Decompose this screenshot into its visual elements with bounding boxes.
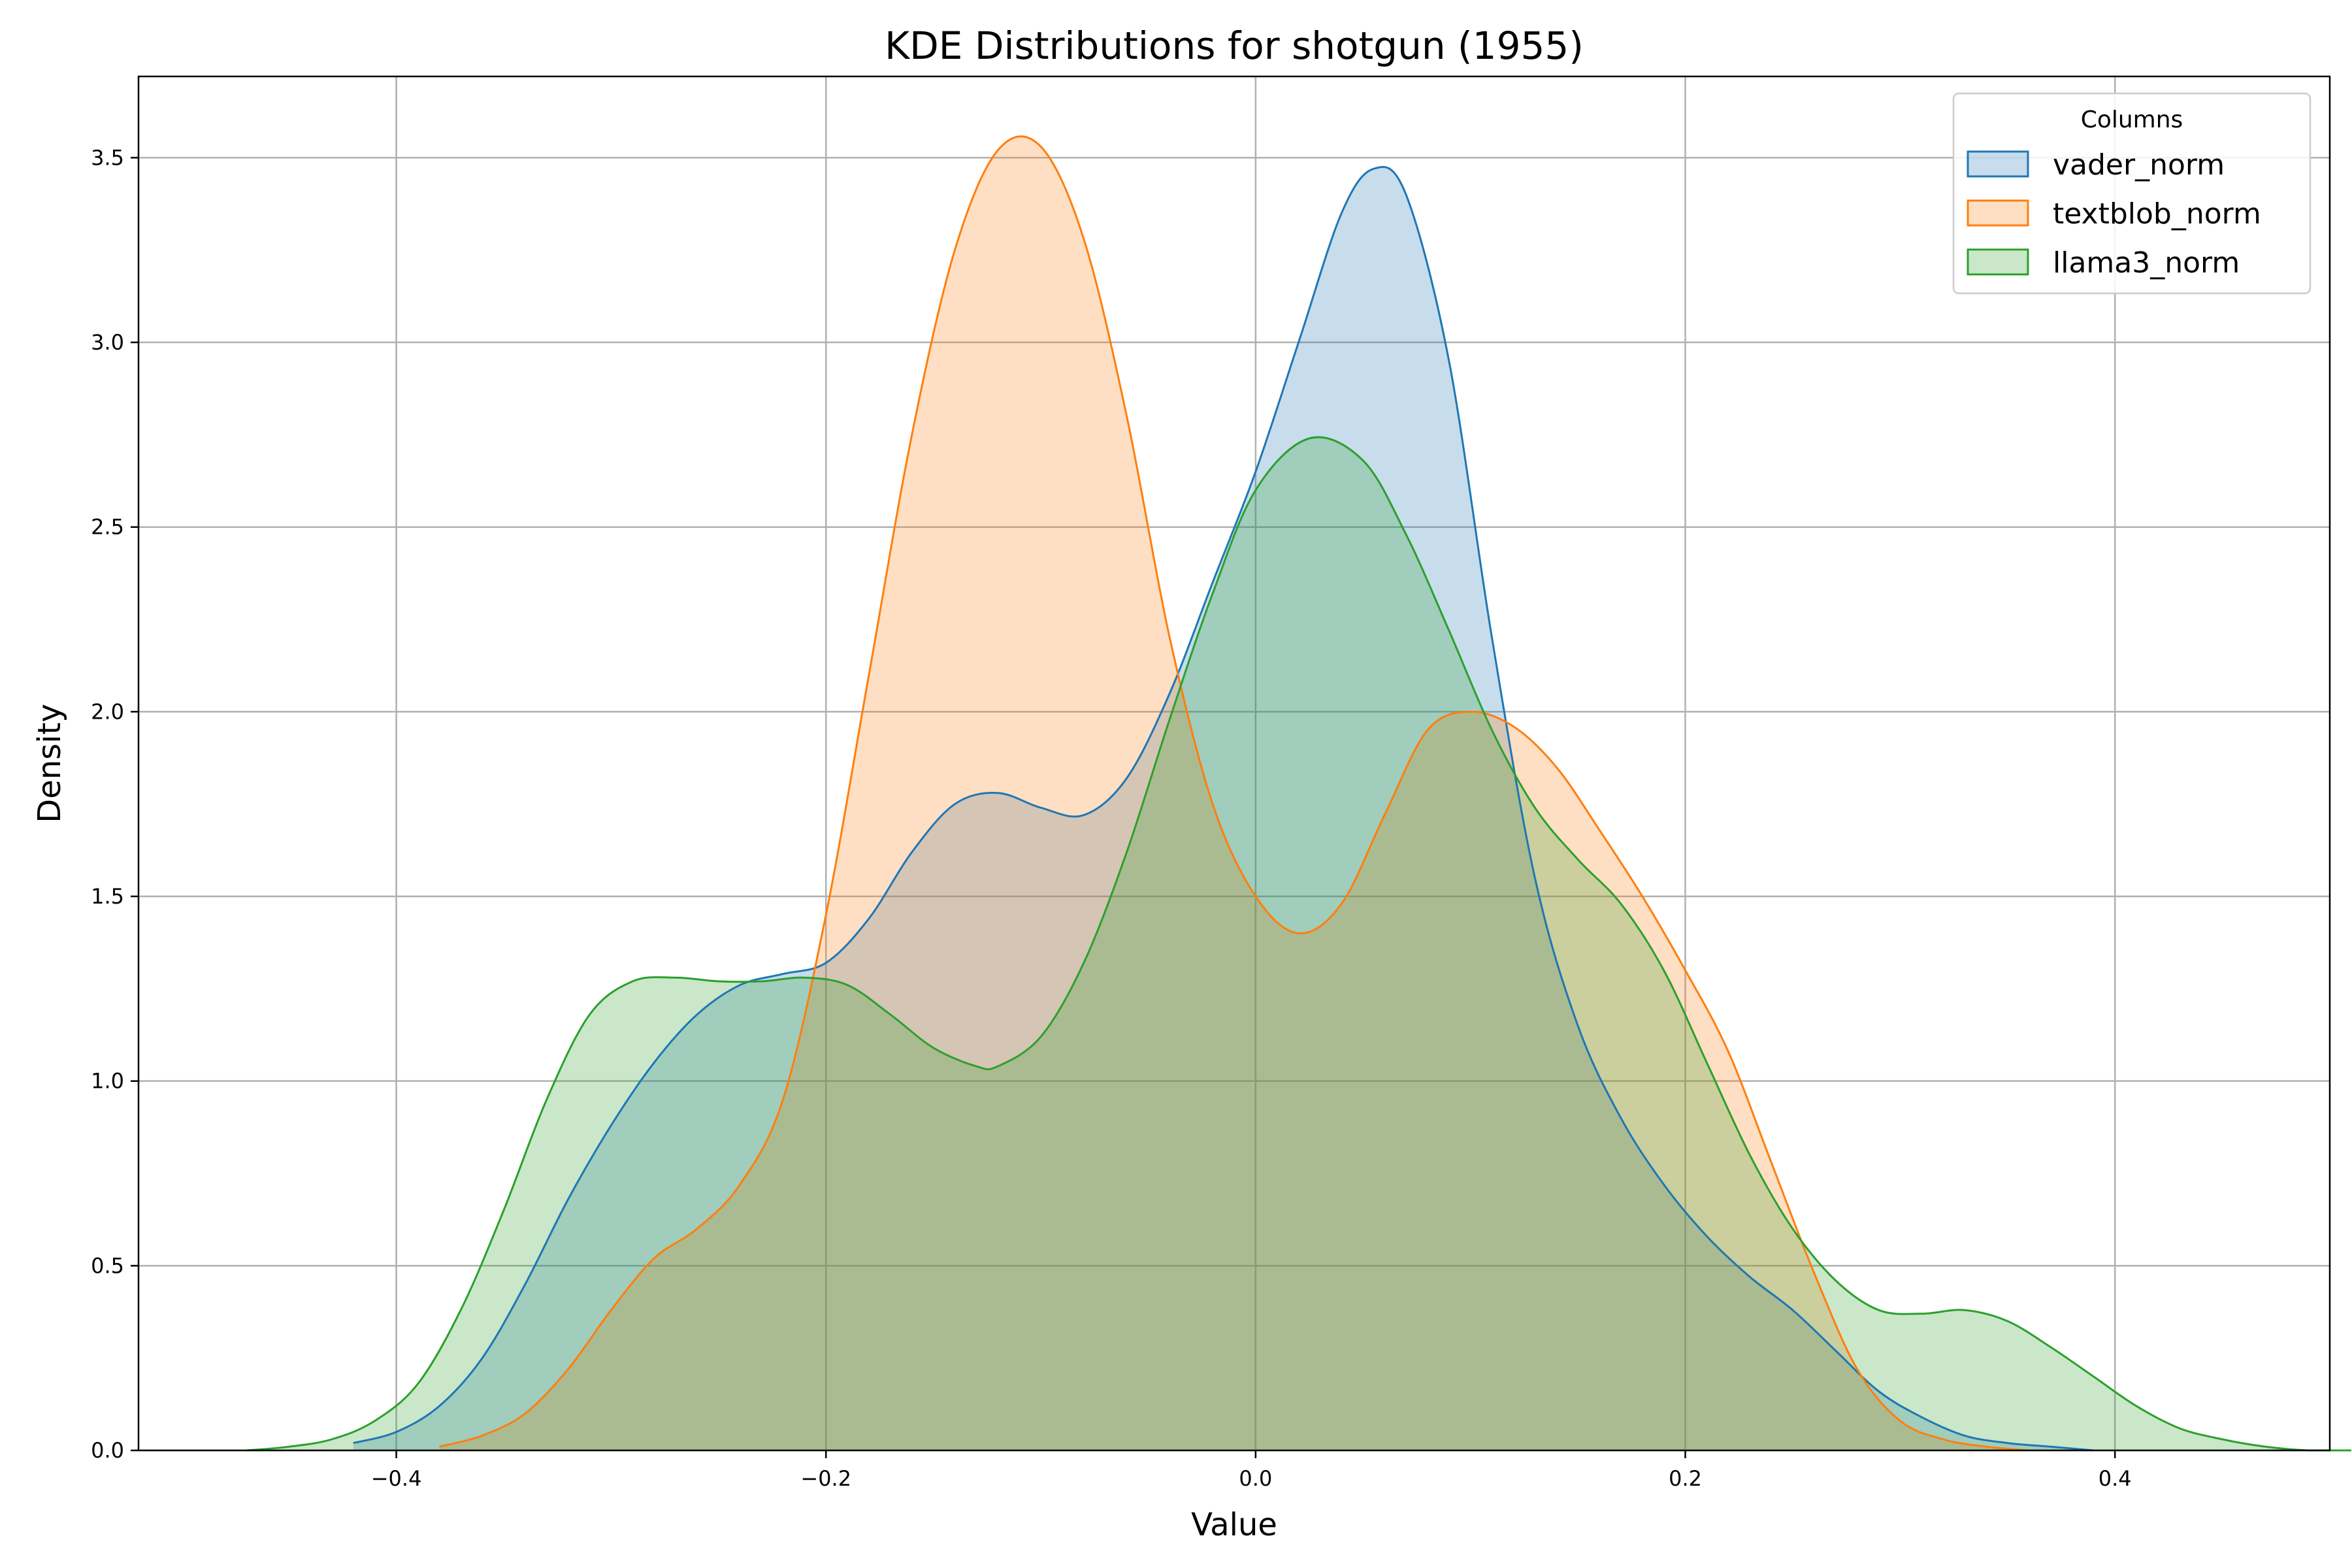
x-axis-ticks: −0.4 −0.2 0.0 0.2 0.4 bbox=[371, 1450, 2132, 1491]
kde-area-vader_norm bbox=[353, 167, 2094, 1451]
x-tick-label: 0.2 bbox=[1669, 1466, 1702, 1491]
y-tick-label: 3.0 bbox=[91, 330, 124, 355]
x-tick-label: −0.4 bbox=[371, 1466, 422, 1491]
y-axis-title: Density bbox=[31, 704, 68, 823]
x-tick-label: −0.2 bbox=[800, 1466, 851, 1491]
legend: Columns vader_norm textblob_norm llama3_no… bbox=[1952, 92, 2311, 295]
x-tick-label: 0.0 bbox=[1239, 1466, 1272, 1491]
kde-area-llama3_norm bbox=[246, 437, 2351, 1450]
legend-label-vader_norm: vader_norm bbox=[2053, 148, 2225, 182]
x-tick-label: 0.4 bbox=[2099, 1466, 2132, 1491]
legend-box bbox=[1952, 92, 2311, 295]
kde-area-textblob_norm bbox=[439, 136, 2029, 1450]
legend-items: vader_norm textblob_norm llama3_norm bbox=[1967, 148, 2261, 280]
series-layer bbox=[246, 135, 2351, 1452]
legend-label-textblob_norm: textblob_norm bbox=[2053, 197, 2261, 231]
kde-line-llama3_norm bbox=[246, 436, 2351, 1452]
legend-swatch-llama3_norm bbox=[1967, 248, 2029, 276]
y-tick-label: 3.5 bbox=[91, 145, 124, 170]
plot-frame bbox=[137, 75, 2331, 1452]
y-tick-label: 0.0 bbox=[91, 1438, 124, 1463]
y-tick-label: 2.5 bbox=[91, 515, 124, 540]
legend-label-llama3_norm: llama3_norm bbox=[2053, 246, 2240, 280]
kde-line-textblob_norm bbox=[439, 135, 2029, 1452]
legend-swatch-textblob_norm bbox=[1967, 199, 2029, 227]
y-tick-label: 2.0 bbox=[91, 699, 124, 724]
kde-line-vader_norm bbox=[353, 166, 2094, 1452]
legend-swatch-vader_norm bbox=[1967, 150, 2029, 178]
y-axis-ticks: 0.0 0.5 1.0 1.5 2.0 2.5 3.0 3.5 bbox=[91, 145, 139, 1463]
y-tick-label: 1.5 bbox=[91, 884, 124, 909]
legend-title: Columns bbox=[2081, 106, 2183, 133]
chart-title: KDE Distributions for shotgun (1955) bbox=[885, 24, 1584, 68]
y-tick-label: 1.0 bbox=[91, 1069, 124, 1094]
y-tick-label: 0.5 bbox=[91, 1253, 124, 1278]
x-axis-title: Value bbox=[1191, 1507, 1277, 1543]
